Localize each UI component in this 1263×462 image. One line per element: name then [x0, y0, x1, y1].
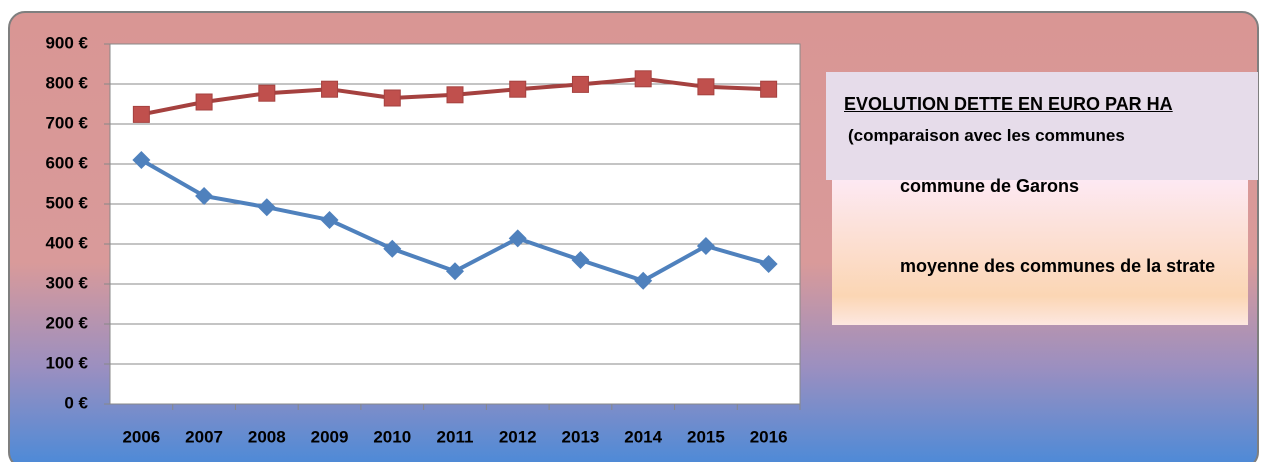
marker [446, 262, 464, 281]
marker [696, 237, 715, 255]
marker [132, 151, 151, 169]
marker [634, 70, 652, 88]
legend: commune de Garons moyenne des communes d… [832, 176, 1248, 325]
x-tick-label: 2006 [122, 427, 160, 446]
y-tick-label: 400 € [45, 233, 88, 252]
chart-title: EVOLUTION DETTE EN EURO PAR HA [844, 94, 1173, 114]
marker [195, 93, 213, 111]
chart-subtitle: (comparaison avec les communes [848, 126, 1125, 145]
marker [760, 80, 778, 98]
marker [258, 84, 276, 102]
y-tick-label: 200 € [45, 313, 88, 332]
marker [383, 89, 401, 107]
x-tick-label: 2014 [624, 427, 662, 446]
title-box: EVOLUTION DETTE EN EURO PAR HA (comparai… [826, 72, 1258, 180]
marker [697, 78, 715, 96]
y-tick-label: 900 € [45, 33, 88, 52]
x-tick-label: 2015 [687, 427, 725, 446]
marker [446, 86, 464, 104]
y-tick-label: 100 € [45, 353, 88, 372]
legend-label: commune de Garons [900, 176, 1080, 196]
x-tick-label: 2007 [185, 427, 223, 446]
marker [195, 187, 214, 205]
x-tick-label: 2011 [437, 427, 474, 446]
marker [257, 198, 276, 217]
marker [634, 271, 653, 290]
plot-area [109, 43, 801, 405]
x-tick-label: 2016 [750, 427, 788, 446]
marker [320, 211, 339, 229]
y-tick-label: 300 € [45, 273, 88, 292]
marker [759, 255, 778, 273]
y-tick-label: 0 € [64, 393, 88, 412]
legend-label: moyenne des communes de la strate [900, 256, 1216, 276]
marker [132, 105, 150, 123]
marker [383, 239, 402, 258]
marker [321, 80, 339, 98]
marker [571, 75, 589, 93]
y-tick-label: 700 € [45, 113, 88, 132]
x-tick-label: 2013 [562, 427, 600, 446]
marker [509, 80, 527, 98]
x-tick-label: 2010 [373, 427, 411, 446]
y-tick-label: 500 € [45, 193, 88, 212]
marker [571, 251, 590, 269]
x-tick-label: 2008 [248, 427, 286, 446]
y-tick-label: 600 € [45, 153, 88, 172]
x-tick-label: 2009 [311, 427, 349, 446]
x-tick-label: 2012 [499, 427, 537, 446]
y-tick-label: 800 € [45, 73, 88, 92]
marker [508, 229, 527, 248]
